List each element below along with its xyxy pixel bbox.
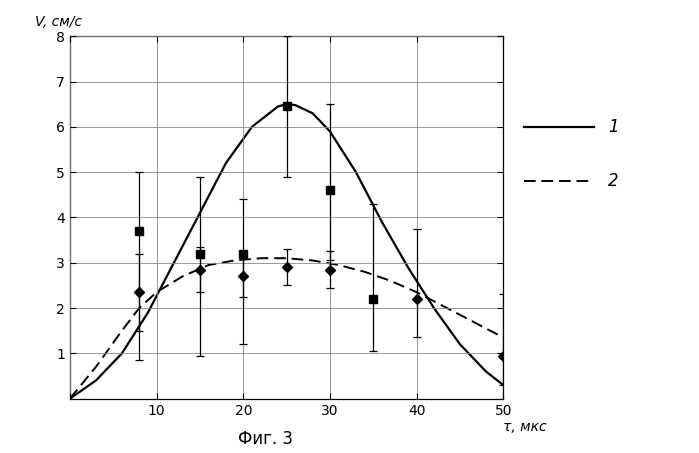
Text: 1: 1 xyxy=(608,118,619,136)
Text: 2: 2 xyxy=(608,172,619,190)
Text: V, см/с: V, см/с xyxy=(35,15,82,29)
Text: Фиг. 3: Фиг. 3 xyxy=(238,430,293,448)
X-axis label: τ, мкс: τ, мкс xyxy=(503,420,547,434)
